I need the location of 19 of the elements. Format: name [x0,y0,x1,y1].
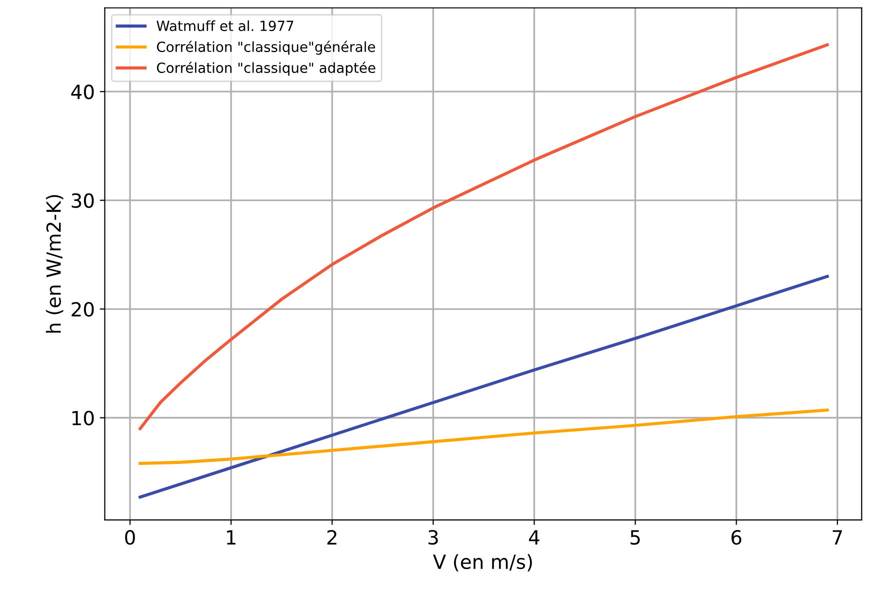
legend-label: Corrélation "classique" adaptée [156,62,376,76]
x-tick-label: 4 [529,530,540,544]
y-axis-title: h (en W/m2-K) [46,195,64,333]
y-tick-label: 20 [72,302,94,317]
legend-label: Corrélation "classique"générale [156,40,376,55]
x-tick-label: 0 [125,530,135,545]
x-tick-label: 7 [832,530,842,544]
y-tick-label: 10 [72,410,94,426]
x-tick-label: 5 [630,530,640,545]
line-series [138,408,829,465]
x-tick-label: 1 [227,530,236,544]
x-axis-title: V (en m/s) [432,554,532,572]
legend-label: Watmuff et al. 1977 [156,20,294,32]
y-tick-label: 30 [72,193,94,208]
x-tick-label: 2 [327,530,336,544]
y-tick-label: 40 [71,84,94,100]
x-tick-label: 6 [732,530,742,545]
x-tick-label: 3 [428,530,438,545]
line-series [138,274,829,499]
